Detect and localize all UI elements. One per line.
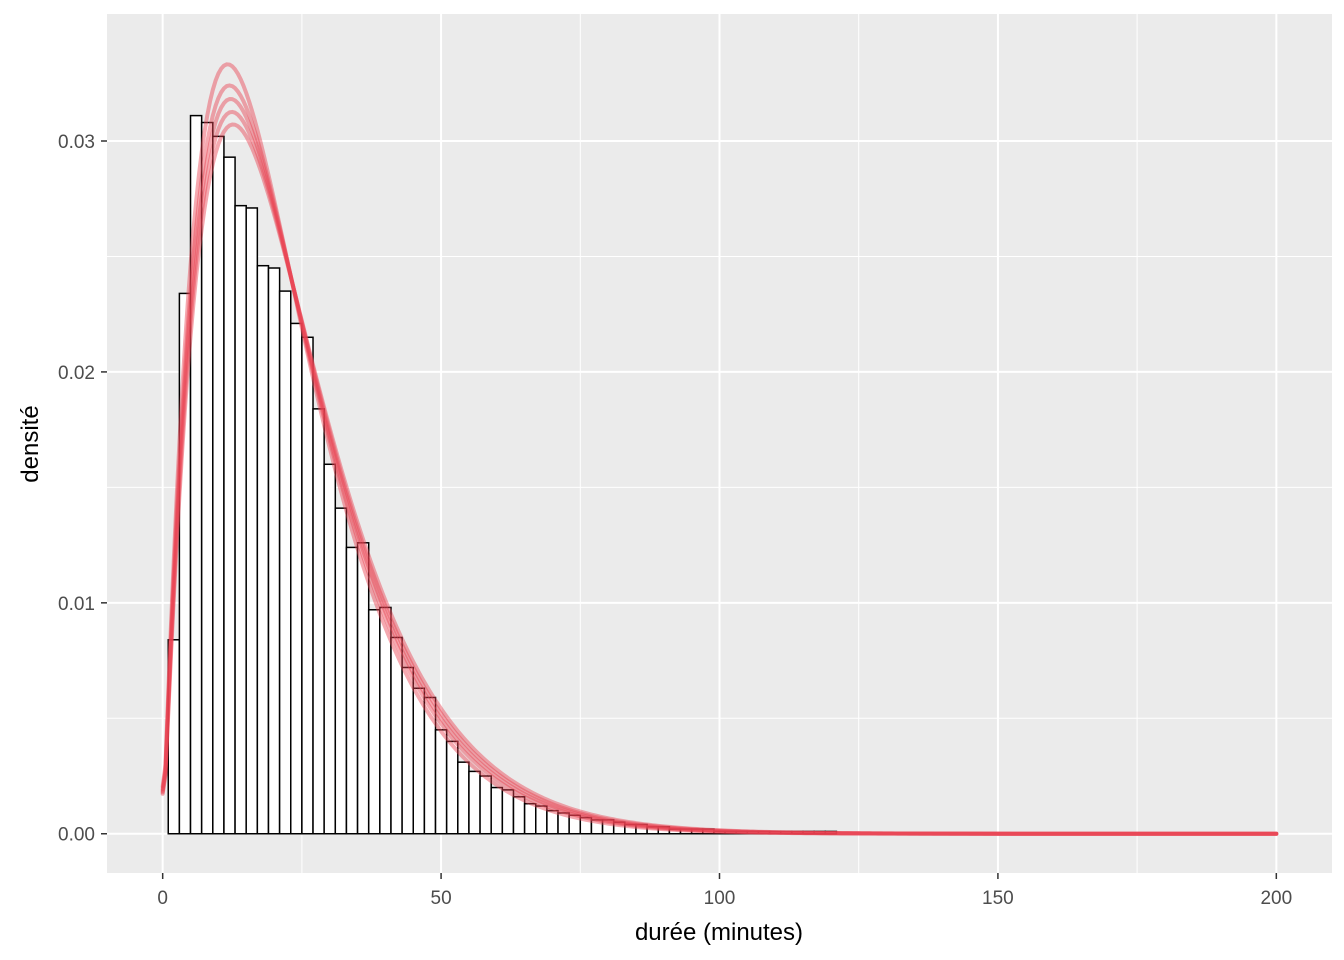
histogram-bar (245, 207, 259, 835)
histogram-bar (401, 666, 415, 835)
histogram-bar (290, 322, 303, 835)
x-tick-label: 100 (704, 888, 736, 909)
histogram-bar (345, 546, 359, 835)
histogram-bar (278, 290, 292, 835)
x-tick-label: 200 (1260, 888, 1292, 909)
histogram-bar (323, 463, 337, 835)
x-tick-label: 0 (157, 888, 168, 909)
y-tick-label: 0.01 (58, 594, 95, 615)
histogram-bar (223, 156, 236, 835)
histogram-bar (334, 507, 348, 835)
histogram-bar (356, 542, 370, 835)
histogram-bar (412, 687, 426, 835)
histogram-bars (167, 114, 838, 835)
density-curve (160, 83, 1279, 836)
histogram-bar (490, 786, 504, 835)
histogram-bar (445, 740, 459, 835)
histogram-bar (457, 761, 470, 835)
x-tick-label: 150 (982, 888, 1014, 909)
histogram-bar (234, 204, 247, 835)
histogram-bar (256, 264, 270, 835)
histogram-bar (824, 830, 838, 835)
histogram-bar (301, 336, 314, 835)
histogram-bar (501, 789, 515, 835)
histogram-bar (312, 408, 325, 835)
density-curve (160, 62, 1279, 836)
x-axis-ticks: 0 50 100 150 200 (157, 873, 1292, 909)
y-axis-title: densité (17, 405, 44, 482)
density-curve (160, 122, 1279, 836)
density-curves (160, 62, 1279, 836)
histogram-bar (512, 796, 526, 835)
y-tick-label: 0.00 (58, 825, 95, 846)
histogram-bar (479, 775, 492, 835)
histogram-bar (367, 609, 381, 835)
y-tick-label: 0.03 (58, 132, 95, 153)
histogram-bar (434, 729, 448, 835)
x-axis-title: durée (minutes) (635, 919, 803, 946)
y-tick-label: 0.02 (58, 363, 95, 384)
density-curve (160, 97, 1279, 836)
x-tick-label: 50 (431, 888, 452, 909)
density-curve (160, 109, 1279, 836)
y-axis-ticks: 0.00 0.01 0.02 0.03 (58, 132, 107, 846)
grid-major (107, 14, 1332, 873)
histogram-bar (390, 636, 403, 835)
histogram-bar (468, 770, 481, 835)
histogram-bar (267, 267, 281, 835)
histogram-bar (212, 135, 225, 835)
histogram-bar (523, 802, 537, 835)
